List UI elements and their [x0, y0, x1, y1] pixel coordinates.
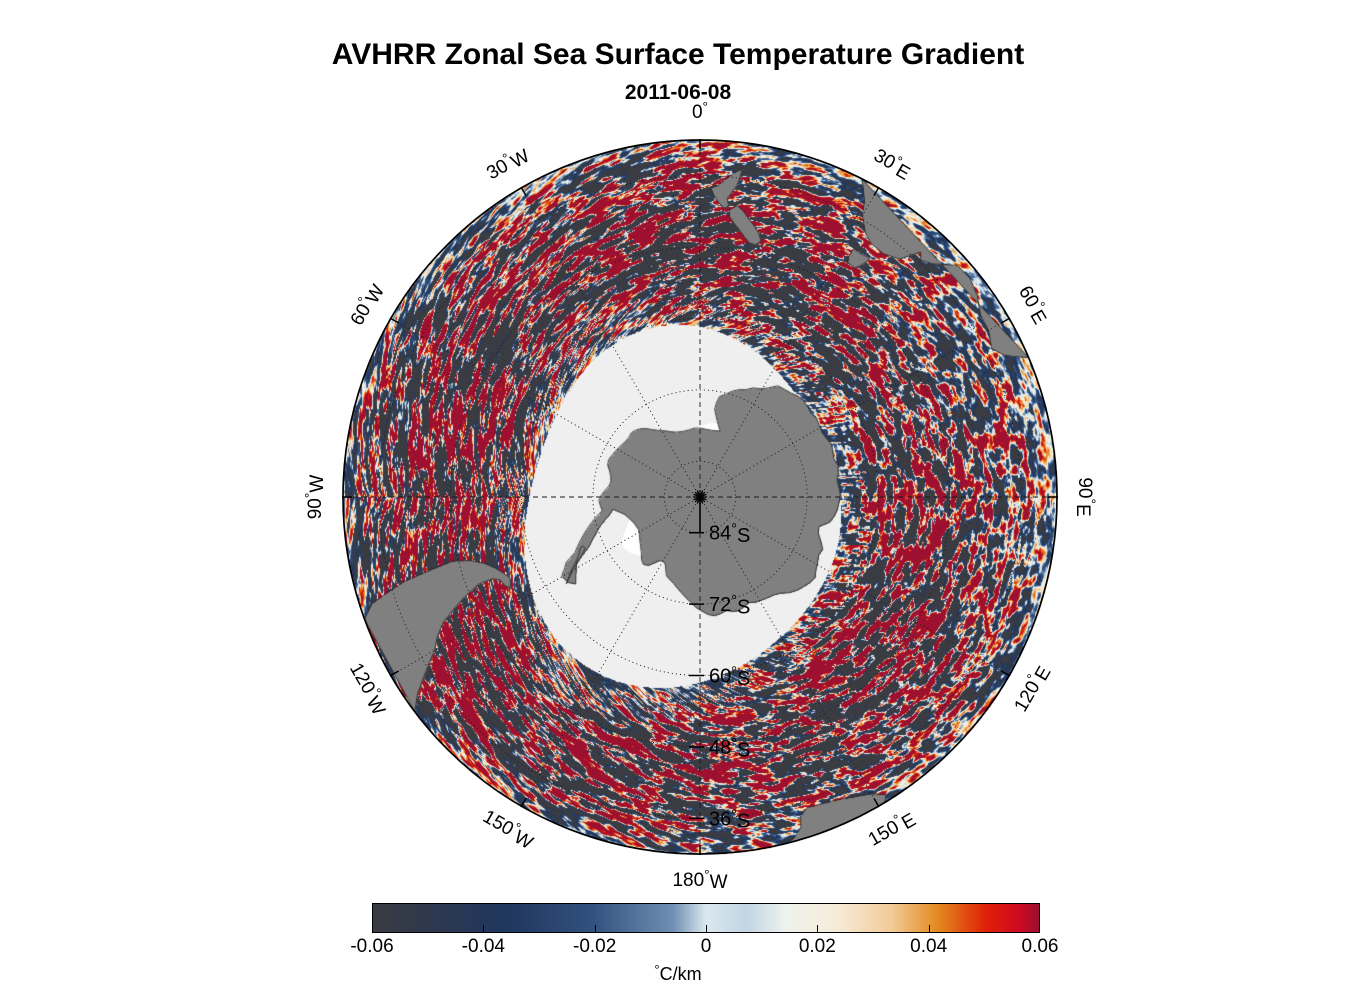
latitude-label: 84°S [709, 522, 750, 547]
title-block: AVHRR Zonal Sea Surface Temperature Grad… [0, 38, 1356, 105]
latitude-circle [521, 318, 879, 676]
longitude-label: 120°E [1008, 660, 1056, 716]
colorbar-unit-label: °C/km [654, 962, 702, 985]
colorbar-tick-label: 0.04 [910, 936, 948, 957]
colorbar-bar [372, 903, 1040, 933]
longitude-label: 180°W [672, 867, 727, 893]
latitude-labels: 36°S 48°S 60°S 72°S 84°S [709, 522, 750, 833]
latitude-circle [592, 389, 808, 605]
meridian-line [699, 318, 1010, 498]
meridian-line [699, 496, 1010, 676]
colorbar-tick-label: 0.02 [798, 936, 836, 957]
latitude-label: 48°S [709, 736, 750, 761]
longitude-label: 90°W [302, 475, 328, 520]
colorbar-tick-label: 0 [700, 936, 712, 957]
colorbar-tick-label: -0.04 [461, 936, 505, 957]
axis-ticks [342, 139, 1058, 855]
longitude-label: 30°E [869, 142, 916, 184]
colorbar-gradient [372, 903, 1040, 933]
plot-subtitle: 2011-06-08 [624, 81, 732, 104]
meridian-line [521, 187, 701, 498]
longitude-label: 60°W [344, 279, 389, 331]
longitude-label: 0° [692, 99, 708, 123]
page-title: AVHRR Zonal Sea Surface Temperature Grad… [331, 38, 1025, 71]
longitude-label: 60°E [1012, 281, 1054, 328]
colorbar-tick-label: 0.06 [1021, 936, 1059, 957]
latitude-label: 72°S [709, 593, 750, 618]
map-graticule-overlay: 0°30°E60°E90°E120°E150°E180°W150°W120°W9… [302, 99, 1098, 893]
latitude-label: 36°S [709, 807, 750, 832]
map-boundary-circle [342, 139, 1058, 855]
polar-map: 0° 30°E 60°E 90°E 120°E 150°E 180°W 150°W 120°W 9… [302, 99, 1098, 893]
meridian-line [390, 496, 701, 676]
colorbar-tick-labels: -0.06 -0.04 -0.02 0 0.02 0.04 0.06 [350, 936, 1058, 962]
longitude-label: 150°E [863, 805, 919, 853]
colorbar-tick-label: -0.02 [573, 936, 617, 957]
south-pole-marker [693, 490, 707, 533]
meridian-line [390, 318, 701, 498]
longitude-label: 30°W [482, 141, 534, 186]
latitude-circle [449, 246, 951, 748]
latitude-circle [663, 460, 737, 534]
meridian-line [699, 187, 879, 498]
colorbar: -0.06 -0.04 -0.02 0 0.02 0.04 0.06 °C/km [0, 898, 1356, 998]
longitude-label: 90°E [1072, 477, 1098, 516]
latitude-label: 60°S [709, 664, 750, 689]
colorbar-tick-label: -0.06 [350, 936, 394, 957]
